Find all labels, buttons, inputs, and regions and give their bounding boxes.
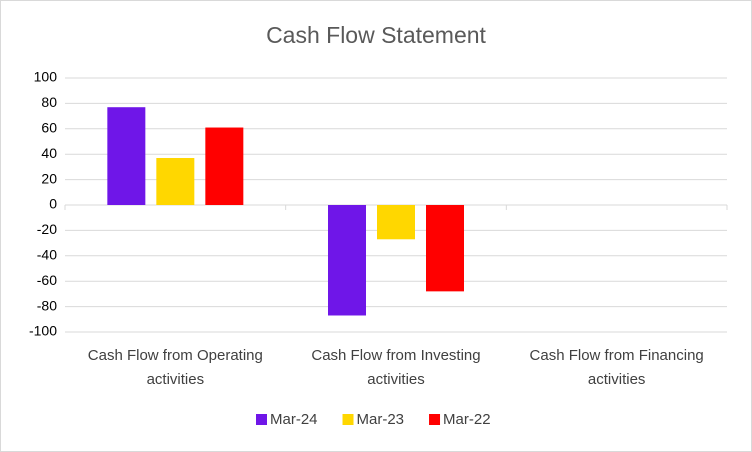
y-tick-label: 100	[34, 69, 58, 85]
y-tick-label: 60	[41, 120, 57, 136]
legend-swatch	[256, 414, 267, 425]
x-tick-label: Cash Flow from Operating activities	[87, 347, 263, 388]
bar	[328, 205, 366, 316]
y-tick-label: 80	[41, 94, 57, 110]
y-tick-label: -60	[37, 272, 57, 288]
legend-label: Mar-23	[357, 411, 405, 428]
y-tick-label: -40	[37, 247, 57, 263]
y-tick-label: 0	[49, 196, 57, 212]
bar	[377, 205, 415, 240]
legend-label: Mar-22	[443, 411, 491, 428]
legend-swatch	[429, 414, 441, 425]
bar	[426, 205, 464, 292]
bar	[156, 158, 195, 205]
y-tick-label: -20	[37, 221, 57, 237]
bar	[205, 127, 244, 205]
y-tick-label: 40	[41, 145, 57, 161]
y-tick-label: -100	[29, 323, 57, 339]
chart-title: Cash Flow Statement	[266, 22, 486, 48]
bar	[107, 107, 146, 205]
x-tick-label: Cash Flow from Financing activities	[529, 347, 704, 388]
y-tick-label: -80	[37, 297, 57, 313]
legend-label: Mar-24	[270, 411, 318, 428]
legend-swatch	[342, 414, 354, 425]
y-tick-label: 20	[41, 170, 57, 186]
x-tick-label: Cash Flow from Investing activities	[311, 347, 481, 388]
